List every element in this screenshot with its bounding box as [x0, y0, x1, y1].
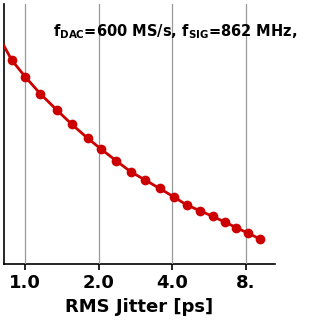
Text: f$_\mathbf{DAC}$=600 MS/s, f$_\mathbf{SIG}$=862 MHz,: f$_\mathbf{DAC}$=600 MS/s, f$_\mathbf{SI…: [53, 22, 297, 41]
X-axis label: RMS Jitter [ps]: RMS Jitter [ps]: [65, 298, 213, 316]
